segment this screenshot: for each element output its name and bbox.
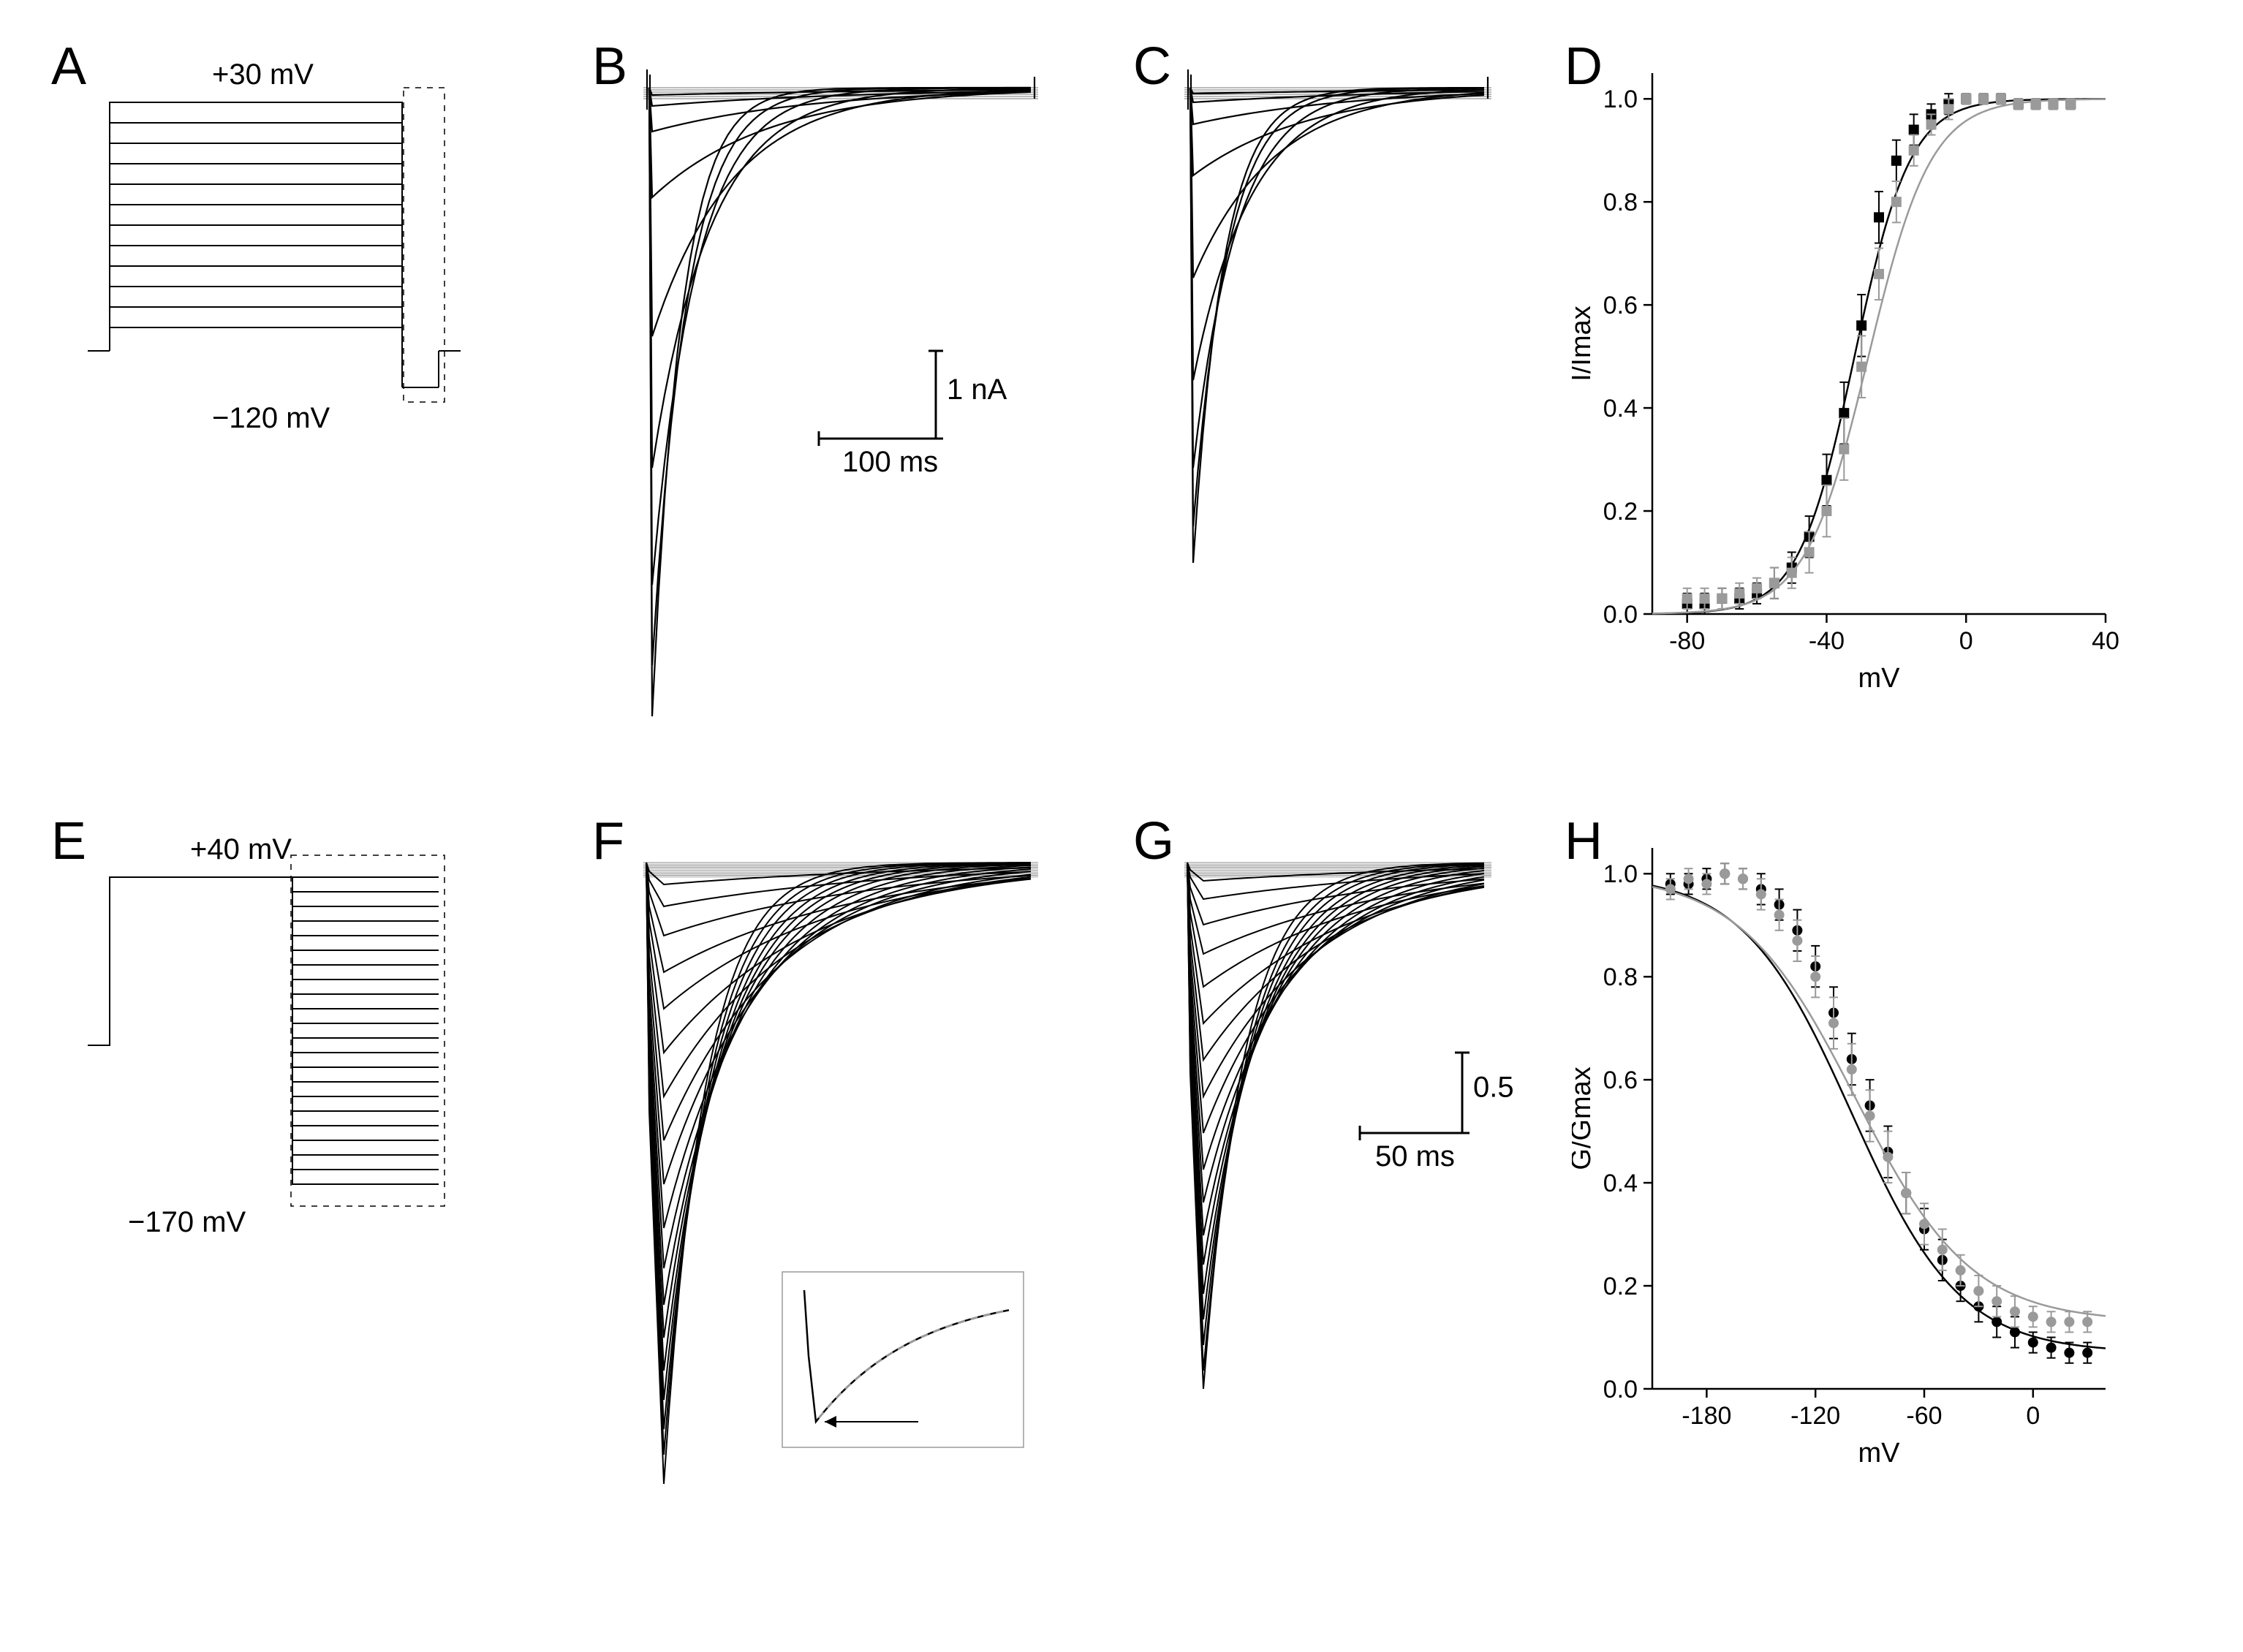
- svg-text:0.6: 0.6: [1603, 292, 1638, 319]
- svg-text:0.6: 0.6: [1603, 1066, 1638, 1094]
- svg-text:-80: -80: [1669, 627, 1705, 655]
- svg-text:-180: -180: [1682, 1402, 1731, 1430]
- panel-label-F: F: [592, 811, 624, 871]
- panel-E: E +40 mV−170 mV: [58, 819, 570, 1506]
- panel-D: D 0.00.20.40.60.81.0-80-40040mVI/Imax: [1572, 44, 2157, 731]
- traces-C-svg: [1141, 44, 1521, 731]
- panel-A: A +30 mV−120 mV: [58, 44, 570, 731]
- row-1: A +30 mV−120 mV B 1 nA100 ms C D 0.00.20…: [58, 44, 2185, 731]
- svg-text:0.5 nA: 0.5 nA: [1473, 1072, 1521, 1104]
- protocol-E-svg: +40 mV −170 mV: [58, 819, 497, 1272]
- svg-text:mV: mV: [1858, 1438, 1901, 1469]
- panel-H: H 0.00.20.40.60.81.0-180-120-600mVG/Gmax: [1572, 819, 2157, 1506]
- svg-text:mV: mV: [1858, 663, 1901, 694]
- svg-text:100 ms: 100 ms: [842, 446, 938, 478]
- svg-text:I/Imax: I/Imax: [1572, 306, 1597, 381]
- svg-text:40: 40: [2092, 627, 2119, 655]
- panel-C: C: [1141, 44, 1543, 731]
- svg-text:50 ms: 50 ms: [1375, 1140, 1455, 1172]
- panel-B: B 1 nA100 ms: [599, 44, 1111, 731]
- svg-text:0.0: 0.0: [1603, 1376, 1638, 1403]
- svg-text:0.4: 0.4: [1603, 395, 1638, 423]
- panel-label-H: H: [1565, 811, 1603, 871]
- svg-text:0.4: 0.4: [1603, 1170, 1638, 1197]
- row-2: E +40 mV−170 mV F G 0.5 nA50 ms H 0.00.2…: [58, 819, 2185, 1506]
- panel-label-A: A: [51, 37, 86, 96]
- panel-label-G: G: [1133, 811, 1174, 871]
- svg-text:-120: -120: [1790, 1402, 1840, 1430]
- svg-text:0.8: 0.8: [1603, 963, 1638, 991]
- panel-label-B: B: [592, 37, 627, 96]
- svg-text:-60: -60: [1906, 1402, 1942, 1430]
- svg-text:1.0: 1.0: [1603, 86, 1638, 113]
- svg-text:0: 0: [1959, 627, 1973, 655]
- svg-text:0.8: 0.8: [1603, 189, 1638, 216]
- panel-F: F: [599, 819, 1111, 1506]
- panel-label-D: D: [1565, 37, 1603, 96]
- traces-B-svg: 1 nA 100 ms: [599, 44, 1075, 731]
- traces-F-svg: [599, 819, 1075, 1506]
- figure: A +30 mV−120 mV B 1 nA100 ms C D 0.00.20…: [0, 0, 2243, 1652]
- svg-text:1 nA: 1 nA: [947, 374, 1007, 406]
- svg-text:−170 mV: −170 mV: [128, 1206, 246, 1238]
- svg-text:0.0: 0.0: [1603, 601, 1638, 629]
- protocol-A-svg: +30 mV −120 mV: [58, 44, 497, 482]
- svg-text:0.2: 0.2: [1603, 1273, 1638, 1300]
- svg-text:0.2: 0.2: [1603, 498, 1638, 526]
- panel-G: G 0.5 nA50 ms: [1141, 819, 1543, 1506]
- chart-D-svg: 0.0 0.2 0.4 0.6 0.8 1.0 -80 -40 0 40 mV I/Imax: [1572, 44, 2157, 702]
- panel-label-C: C: [1133, 37, 1171, 96]
- svg-text:1.0: 1.0: [1603, 860, 1638, 888]
- traces-G-svg: 0.5 nA 50 ms: [1141, 819, 1521, 1506]
- svg-text:0: 0: [2026, 1402, 2040, 1430]
- svg-text:G/Gmax: G/Gmax: [1572, 1066, 1597, 1170]
- svg-text:+40 mV: +40 mV: [190, 833, 292, 865]
- svg-text:−120 mV: −120 mV: [212, 402, 330, 434]
- svg-text:+30 mV: +30 mV: [212, 58, 314, 91]
- svg-text:-40: -40: [1809, 627, 1845, 655]
- panel-label-E: E: [51, 811, 86, 871]
- chart-H-svg: 0.0 0.2 0.4 0.6 0.8 1.0 -180 -120 -60 0 mV G/Gmax: [1572, 819, 2157, 1477]
